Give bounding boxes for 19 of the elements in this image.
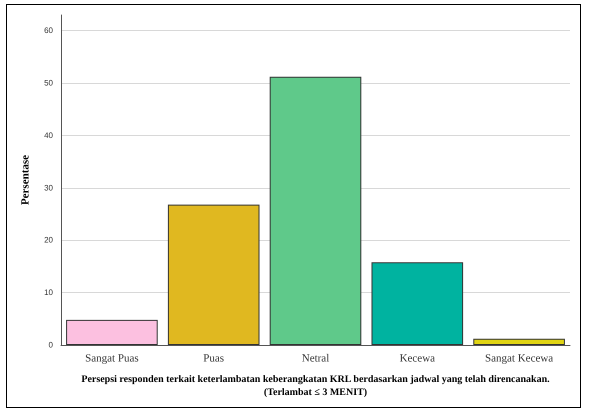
y-tick-label: 20 bbox=[44, 236, 54, 245]
y-tick-label: 30 bbox=[44, 183, 54, 192]
y-tick-label: 50 bbox=[44, 78, 54, 88]
y-tick-label: 40 bbox=[44, 130, 54, 140]
y-tick-label: 0 bbox=[48, 340, 54, 350]
bar bbox=[66, 320, 158, 345]
y-axis-title: Persentase bbox=[20, 154, 32, 206]
bar bbox=[473, 338, 565, 345]
bar bbox=[371, 262, 464, 345]
x-tick-label: Puas bbox=[203, 352, 224, 364]
y-tick-label: 10 bbox=[44, 288, 54, 298]
bar bbox=[168, 204, 260, 345]
bar bbox=[270, 76, 362, 345]
y-tick-label: 60 bbox=[44, 26, 54, 36]
x-axis-title: Persepsi responden terkait keterlambatan keberangkatan KRL berdasarkan jadwal yang telah direncanakan. (Terlambat ≤ 3 MENIT) bbox=[81, 374, 550, 398]
x-tick-label: Sangat Kecewa bbox=[485, 352, 554, 364]
x-tick-label: Kecewa bbox=[400, 352, 436, 364]
x-tick-label: Netral bbox=[302, 352, 330, 364]
x-tick-label: Sangat Puas bbox=[85, 352, 139, 364]
